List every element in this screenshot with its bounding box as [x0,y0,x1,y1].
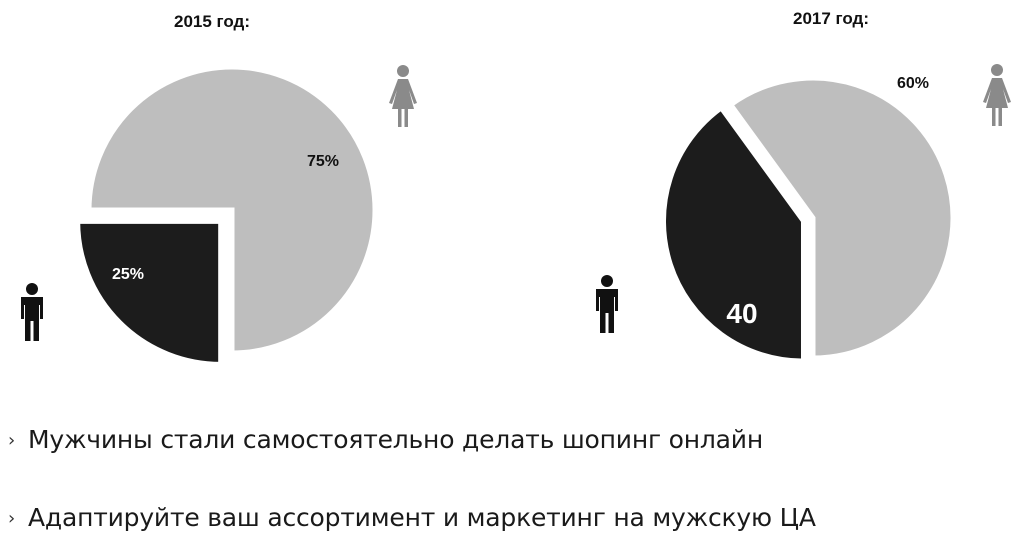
bullet-text: Мужчины стали самостоятельно делать шопи… [28,425,763,454]
pie-slice-women [86,64,378,356]
pie-slice-women [727,75,956,361]
slice-label-men: 25% [112,266,144,283]
chart-title: 2017 год: [793,9,869,28]
bullet-text: Адаптируйте ваш ассортимент и маркетинг … [28,503,816,532]
pie-chart-2017: 2017 год: 40 60% [596,9,1011,364]
bullet-adapt-assortment: › Адаптируйте ваш ассортимент и маркетинг… [8,503,816,532]
woman-icon [389,65,417,127]
man-icon [21,283,43,341]
slice-label-women: 60% [897,75,929,92]
pie-slice-men [661,104,806,364]
pie-chart-2015: 2015 год: 25% 75% [21,12,417,367]
slice-label-women: 75% [307,153,339,170]
man-icon [596,275,618,333]
chart-title: 2015 год: [174,12,250,31]
woman-icon [983,64,1011,126]
bullet-men-shopping-online: › Мужчины стали самостоятельно делать шоп… [8,425,763,454]
bullet-marker-icon: › [8,508,15,529]
slice-label-men: 40 [726,298,757,329]
pie-slice-men [75,218,224,367]
bullet-marker-icon: › [8,430,15,451]
